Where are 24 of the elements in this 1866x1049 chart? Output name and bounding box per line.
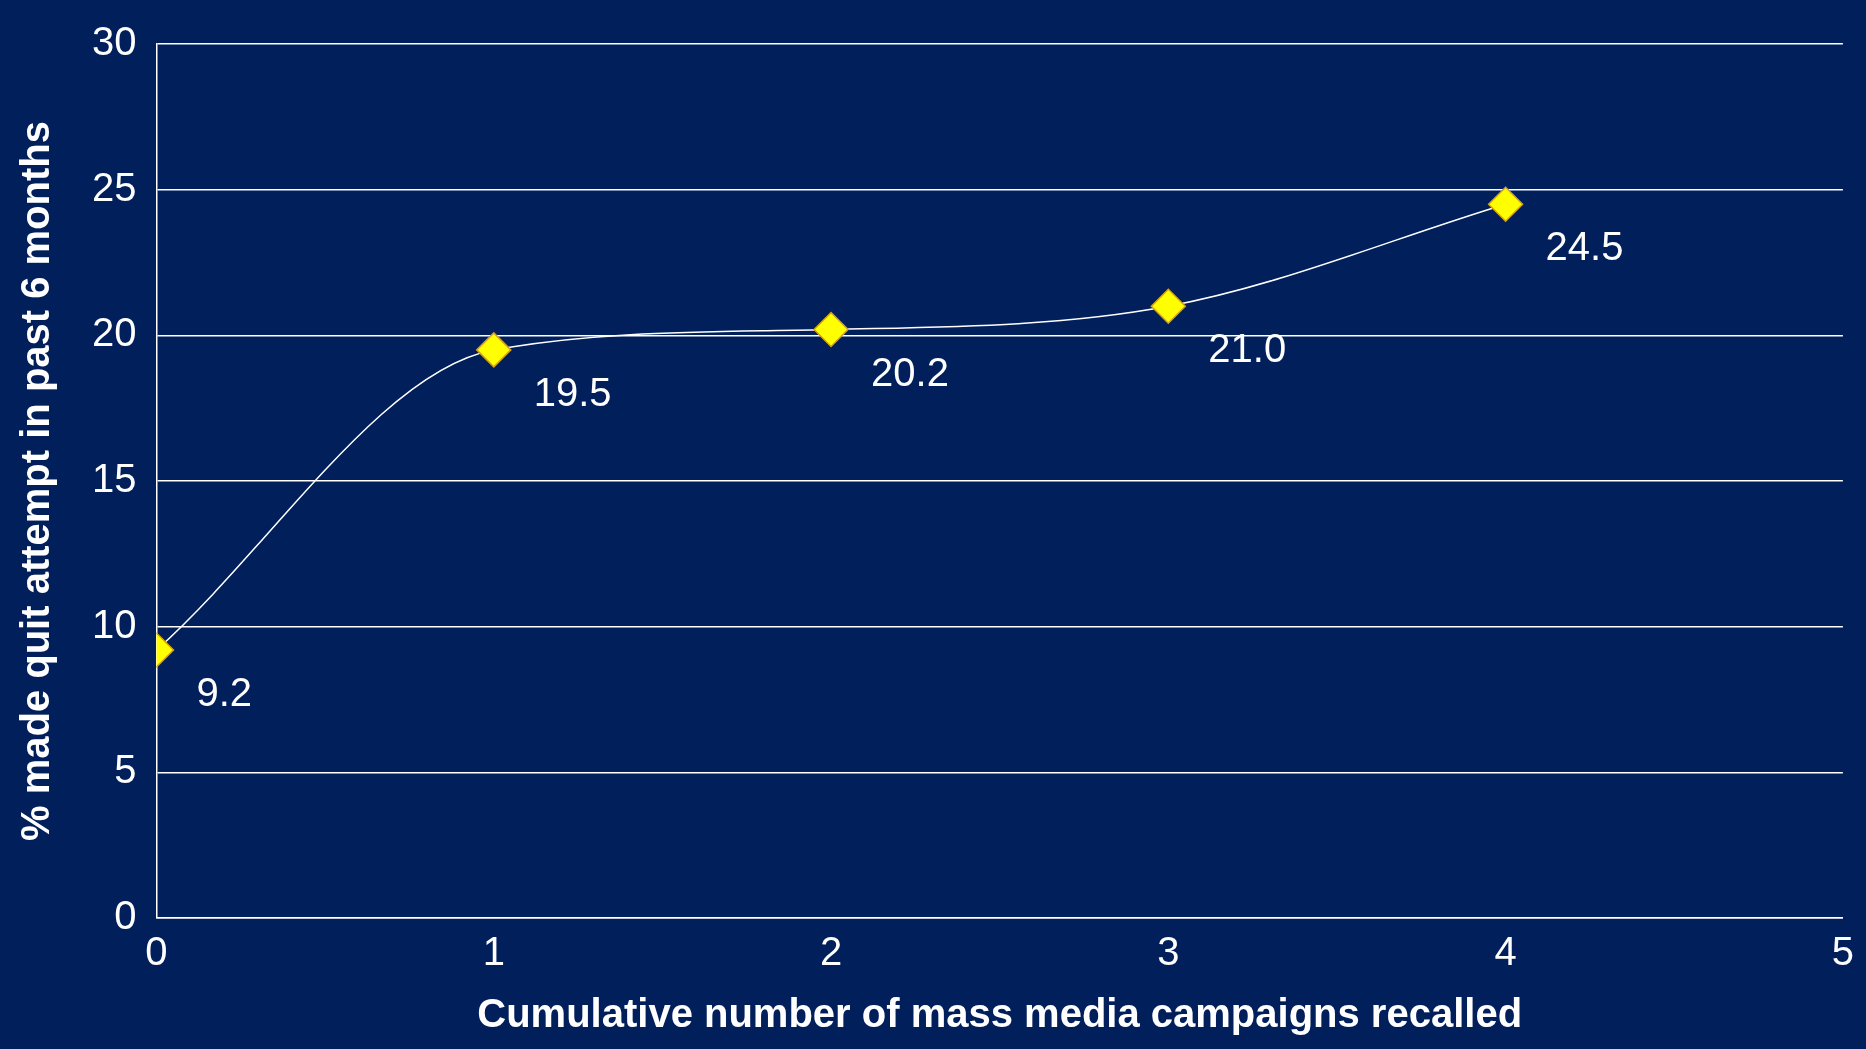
y-tick-label: 5	[114, 747, 137, 792]
point	[1150, 288, 1187, 324]
y-axis-title: % made quit attempt in past 6 months	[13, 120, 58, 842]
point	[1487, 186, 1524, 222]
x-axis-title: Cumulative number of mass media campaigns recalled	[477, 991, 1523, 1036]
point	[813, 311, 849, 348]
y-tick-label: 20	[91, 310, 137, 355]
data-label: 20.2	[871, 349, 949, 394]
point	[476, 332, 512, 368]
x-tick-label: 3	[1157, 929, 1180, 974]
y-tick-label: 25	[91, 164, 137, 209]
x-tick-label: 0	[145, 929, 168, 974]
data-label: 24.5	[1545, 224, 1624, 269]
x-tick-label: 4	[1494, 929, 1517, 974]
data-label: 19.5	[533, 369, 612, 414]
data-label: 21.0	[1208, 326, 1287, 371]
x-tick-label: 1	[482, 929, 505, 974]
y-tick-label: 15	[91, 456, 137, 501]
x-tick-label: 2	[819, 929, 843, 974]
y-tick-label: 0	[114, 893, 137, 938]
y-tick-label: 10	[91, 601, 137, 646]
data-label: 9.2	[196, 670, 253, 714]
x-tick-label: 5	[1831, 929, 1854, 974]
y-tick-label: 30	[91, 19, 137, 64]
